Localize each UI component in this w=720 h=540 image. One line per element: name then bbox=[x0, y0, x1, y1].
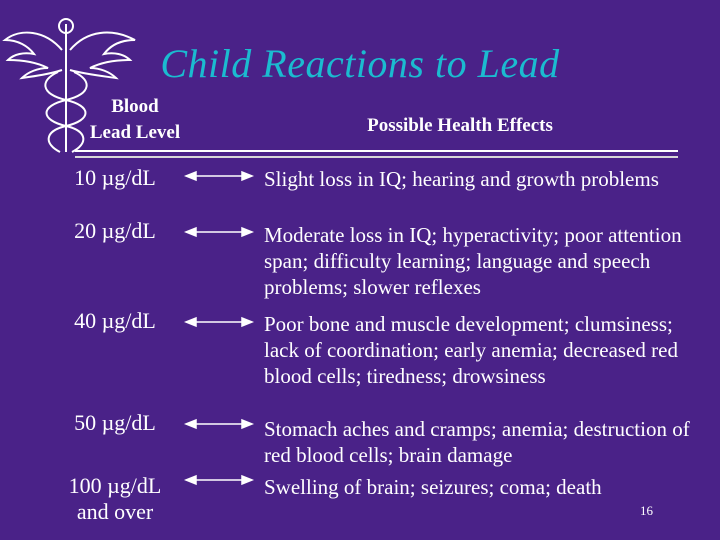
level-label: 50 µg/dL bbox=[74, 410, 156, 435]
double-arrow-icon bbox=[183, 226, 255, 238]
header-divider-shadow bbox=[75, 156, 678, 158]
slide-title: Child Reactions to Lead bbox=[160, 41, 560, 86]
column-header-health-effects: Possible Health Effects bbox=[367, 115, 553, 136]
double-arrow-icon bbox=[183, 474, 255, 486]
effect-text: Slight loss in IQ; hearing and growth pr… bbox=[264, 167, 659, 191]
caduceus-icon bbox=[2, 18, 136, 153]
effect-text: Poor bone and muscle development; clumsi… bbox=[264, 312, 678, 388]
level-line-1: 100 µg/dL bbox=[68, 473, 162, 498]
header-line-1: Blood bbox=[111, 96, 159, 117]
header-divider bbox=[75, 150, 678, 152]
level-label: 100 µg/dL and over bbox=[40, 473, 190, 525]
level-line-2: and over bbox=[76, 499, 154, 524]
page-number: 16 bbox=[640, 503, 653, 518]
effect-text: Moderate loss in IQ; hyperactivity; poor… bbox=[264, 223, 682, 299]
column-header-blood-lead-level: Blood Lead Level bbox=[60, 94, 210, 146]
level-label: 10 µg/dL bbox=[74, 165, 156, 190]
double-arrow-icon bbox=[183, 316, 255, 328]
double-arrow-icon bbox=[183, 170, 255, 182]
header-line-2: Lead Level bbox=[89, 122, 181, 143]
effect-text: Stomach aches and cramps; anemia; destru… bbox=[264, 417, 690, 467]
level-label: 20 µg/dL bbox=[74, 218, 156, 243]
effect-text: Swelling of brain; seizures; coma; death bbox=[264, 475, 602, 499]
double-arrow-icon bbox=[183, 418, 255, 430]
level-label: 40 µg/dL bbox=[74, 308, 156, 333]
